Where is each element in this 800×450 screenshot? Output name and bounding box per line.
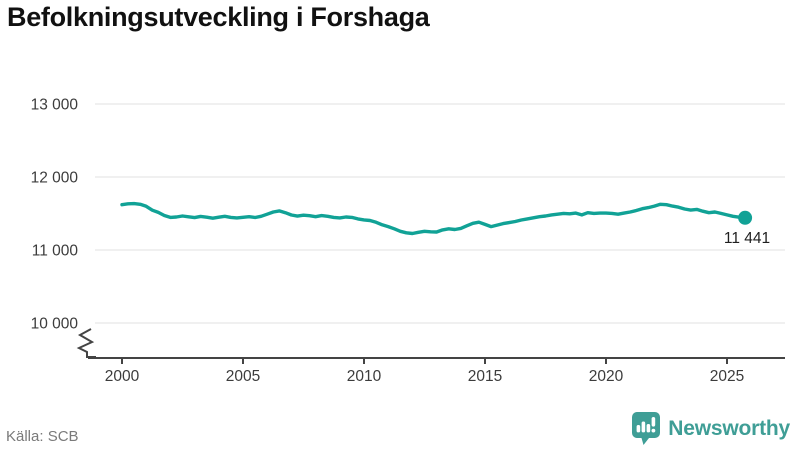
y-tick-label: 12 000 [31,170,79,187]
y-tick-label: 11 000 [32,243,79,260]
x-tick-label: 2000 [105,368,140,385]
y-tick-label: 13 000 [31,97,79,114]
newsworthy-logo: Newsworthy [632,412,790,445]
chart-title: Befolkningsutveckling i Forshaga [7,2,430,32]
x-tick-label: 2005 [226,368,260,385]
end-point-label: 11 441 [724,230,770,247]
x-tick-label: 2025 [710,368,744,385]
x-tick-label: 2015 [468,368,502,385]
newsworthy-logo-icon [632,412,661,445]
x-tick-label: 2010 [347,368,382,385]
population-line [120,201,747,236]
y-tick-label: 10 000 [31,316,79,333]
end-point-dot [738,210,753,225]
x-tick-label: 2020 [589,368,624,385]
source-label: Källa: SCB [6,428,79,445]
newsworthy-logo-text: Newsworthy [668,416,790,440]
axis-break-icon [76,328,96,358]
